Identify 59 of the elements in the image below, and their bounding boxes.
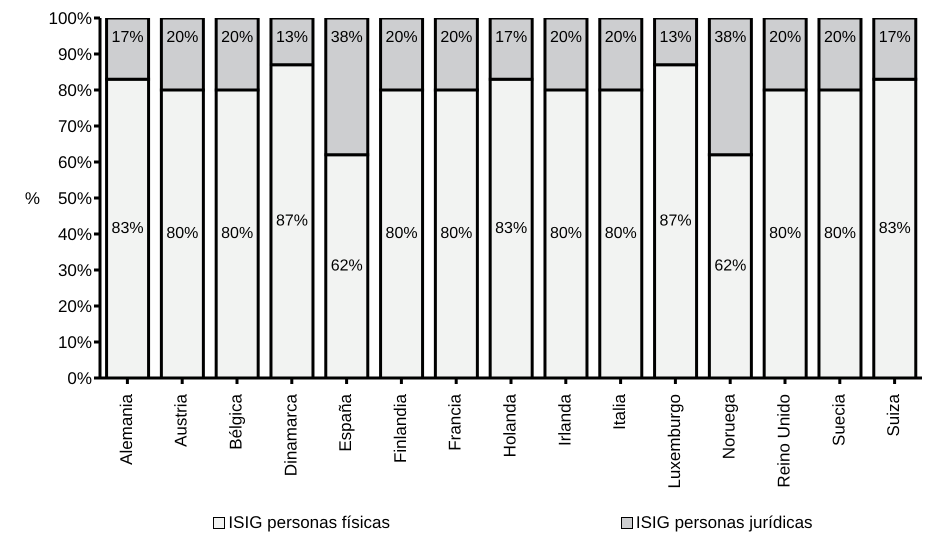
x-tick-label: Dinamarca: [281, 393, 300, 476]
legend-label: ISIG personas jurídicas: [636, 513, 813, 533]
data-label: 80%: [221, 225, 254, 242]
y-tick-label: 20%: [58, 297, 92, 316]
y-tick-label: 40%: [58, 225, 92, 244]
x-tick-label: Noruega: [720, 393, 739, 460]
data-label: 87%: [660, 212, 692, 230]
data-label: 17%: [878, 29, 911, 46]
y-tick-label: 90%: [58, 45, 92, 64]
data-label: 80%: [824, 225, 856, 242]
y-tick-label: 50%: [58, 189, 92, 208]
x-tick-label: Suiza: [884, 393, 904, 437]
legend-label: ISIG personas físicas: [228, 513, 390, 533]
data-label: 38%: [330, 29, 363, 46]
x-tick-label: Luxemburgo: [664, 394, 684, 489]
data-label: 20%: [166, 29, 198, 46]
data-label: 83%: [495, 220, 528, 237]
data-label: 83%: [112, 220, 144, 237]
data-label: 20%: [824, 29, 856, 46]
data-label: 20%: [221, 29, 254, 46]
data-label: 13%: [660, 29, 692, 46]
data-label: 80%: [440, 225, 472, 242]
x-tick-label: Bélgica: [226, 393, 246, 450]
data-label: 20%: [386, 29, 418, 46]
data-label: 17%: [112, 29, 144, 46]
data-label: 80%: [769, 225, 802, 242]
data-label: 83%: [878, 220, 911, 237]
x-tick-label: Irlanda: [555, 393, 574, 446]
y-tick-label: 0%: [67, 369, 92, 388]
x-tick-label: Francia: [446, 393, 465, 451]
y-tick-label: 100%: [48, 9, 92, 28]
x-tick-label: Austria: [172, 393, 191, 447]
y-axis-title: %: [24, 189, 40, 208]
data-label: 13%: [276, 29, 308, 46]
data-label: 17%: [495, 29, 528, 46]
data-label: 20%: [769, 29, 802, 46]
x-tick-label: Alemania: [116, 393, 136, 465]
data-label: 87%: [276, 212, 308, 230]
y-tick-label: 10%: [58, 333, 92, 352]
x-tick-label: Finlandia: [390, 393, 410, 463]
y-tick-label: 60%: [58, 153, 92, 172]
data-label: 20%: [604, 29, 637, 46]
x-tick-label: Suecia: [829, 393, 848, 446]
data-label: 80%: [166, 225, 198, 242]
y-tick-label: 80%: [58, 81, 92, 100]
y-tick-label: 70%: [58, 117, 92, 136]
x-tick-label: España: [336, 393, 356, 452]
data-label: 20%: [440, 29, 472, 46]
data-label: 62%: [330, 258, 363, 275]
data-label: 62%: [714, 258, 746, 275]
data-label: 20%: [550, 29, 582, 46]
data-label: 38%: [714, 29, 746, 46]
y-tick-label: 30%: [58, 261, 92, 280]
x-tick-label: Italia: [610, 393, 630, 430]
x-tick-label: Reino Unido: [774, 394, 794, 488]
data-label: 80%: [386, 225, 418, 242]
data-label: 80%: [550, 225, 582, 242]
data-label: 80%: [604, 225, 637, 242]
x-tick-label: Holanda: [500, 393, 520, 458]
